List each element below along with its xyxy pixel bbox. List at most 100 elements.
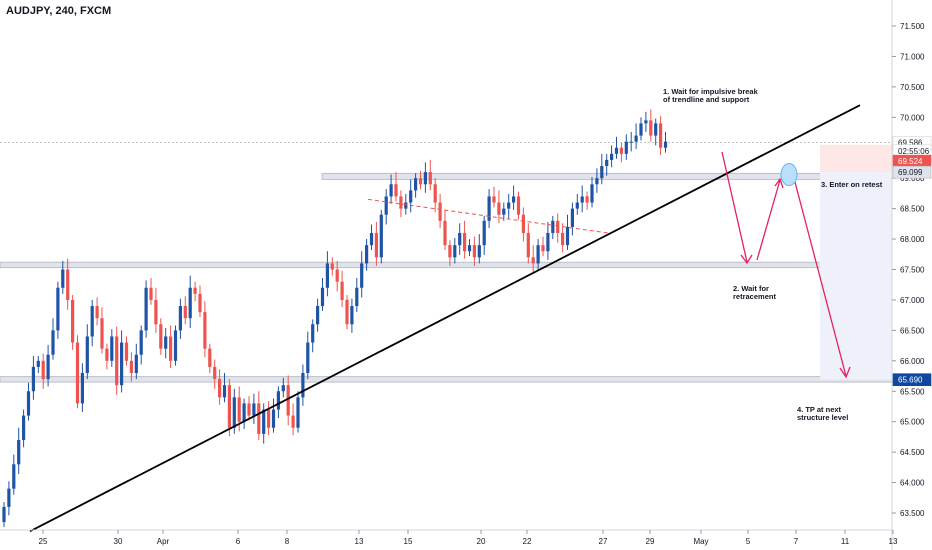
candle-body <box>134 354 138 373</box>
candle-body <box>467 245 472 252</box>
candle-body <box>355 287 359 307</box>
candle-body <box>487 196 491 221</box>
candle-body <box>247 403 251 416</box>
arrow-head <box>839 366 851 379</box>
price-label-text: 69.586 <box>898 139 923 148</box>
candle-body <box>654 123 658 136</box>
candle-body <box>115 336 119 386</box>
candle-body <box>124 342 129 361</box>
candle-body <box>262 409 266 434</box>
candle-body <box>56 287 60 331</box>
candle-body <box>173 330 178 361</box>
projection-leg-target <box>794 181 847 377</box>
x-tick-label: 22 <box>523 537 532 546</box>
candle-body <box>649 120 653 136</box>
price-label-text: 65.690 <box>898 376 923 385</box>
candle-body <box>110 336 114 361</box>
candle-body <box>516 196 521 215</box>
candle-body <box>575 202 579 209</box>
candle-body <box>340 281 344 300</box>
candle-body <box>399 196 403 209</box>
candle-body <box>335 269 339 282</box>
y-tick-label: 70.500 <box>900 83 925 92</box>
candle-body <box>634 135 638 142</box>
x-tick-label: 15 <box>404 537 413 546</box>
descending-trendline <box>367 198 609 234</box>
x-tick-label: 20 <box>477 537 486 546</box>
candle-body <box>472 245 476 258</box>
y-tick-label: 69.000 <box>900 174 925 183</box>
candle-body <box>193 287 197 294</box>
retest-marker <box>780 163 798 187</box>
arrow-head <box>774 177 784 189</box>
candle-body <box>570 208 574 227</box>
time-axis: 25 30 Apr 6 8 13 15 20 22 27 29 May 5 7 11 13 <box>0 529 898 546</box>
candle-body <box>296 397 300 428</box>
candle-body <box>521 214 525 233</box>
candle-body <box>198 293 202 313</box>
x-tick-label: 11 <box>841 537 850 546</box>
candle-body <box>663 141 668 148</box>
target-zone <box>0 376 893 383</box>
candle-body <box>301 372 305 398</box>
candle-body <box>546 232 550 252</box>
candle-body <box>394 184 398 197</box>
y-tick-label: 64.500 <box>900 448 925 457</box>
candle-body <box>482 220 486 246</box>
y-tick-label: 70.000 <box>900 113 925 122</box>
candle-body <box>203 312 207 349</box>
candle-body <box>580 196 584 203</box>
candle-body <box>423 172 427 185</box>
x-tick-label: 29 <box>646 537 655 546</box>
candle-body <box>208 348 212 367</box>
candle-body <box>149 287 153 300</box>
candle-body <box>129 360 133 373</box>
candle-body <box>438 202 442 221</box>
candle-body <box>492 196 496 203</box>
candle-body <box>629 141 633 143</box>
candle-body <box>433 184 437 203</box>
candle-body <box>453 245 457 258</box>
candle-body <box>2 506 6 523</box>
candle-body <box>222 385 227 398</box>
candle-body <box>286 385 290 416</box>
candle-body <box>51 330 55 355</box>
candle-body <box>66 269 70 300</box>
price-label-text: 69.524 <box>898 157 923 166</box>
annotation-step-4: 4. TP at next structure level <box>797 405 849 422</box>
candle-body <box>85 336 89 373</box>
y-tick-label: 63.500 <box>900 509 925 518</box>
candle-body <box>369 232 374 246</box>
candle-body <box>311 324 315 343</box>
candle-body <box>507 202 511 209</box>
candle-body <box>213 366 217 380</box>
y-tick-label: 65.500 <box>900 387 925 396</box>
candle-body <box>17 439 21 465</box>
candle-body <box>237 397 241 422</box>
candle-body <box>154 299 158 325</box>
x-tick-label: 8 <box>285 537 290 546</box>
candle-body <box>379 214 383 258</box>
candle-body <box>306 342 310 373</box>
candle-body <box>477 245 481 258</box>
candle-body <box>95 306 99 319</box>
candle-body <box>614 147 619 154</box>
candle-body <box>31 366 35 392</box>
candle-body <box>22 415 26 440</box>
candle-body <box>26 391 31 416</box>
candle-body <box>61 269 65 288</box>
candle-body <box>350 306 354 325</box>
y-tick-label: 66.000 <box>900 357 925 366</box>
candle-body <box>624 141 628 154</box>
candle-body <box>218 379 222 398</box>
x-tick-label: 27 <box>599 537 608 546</box>
y-tick-label: 67.000 <box>900 296 925 305</box>
candle-body <box>418 178 423 185</box>
y-tick-label: 64.000 <box>900 479 925 488</box>
x-tick-label: 13 <box>355 537 364 546</box>
chart-title: AUDJPY, 240, FXCM <box>6 5 112 17</box>
price-label-box <box>892 165 932 179</box>
x-tick-label: Apr <box>157 537 170 546</box>
candle-body <box>169 336 173 361</box>
